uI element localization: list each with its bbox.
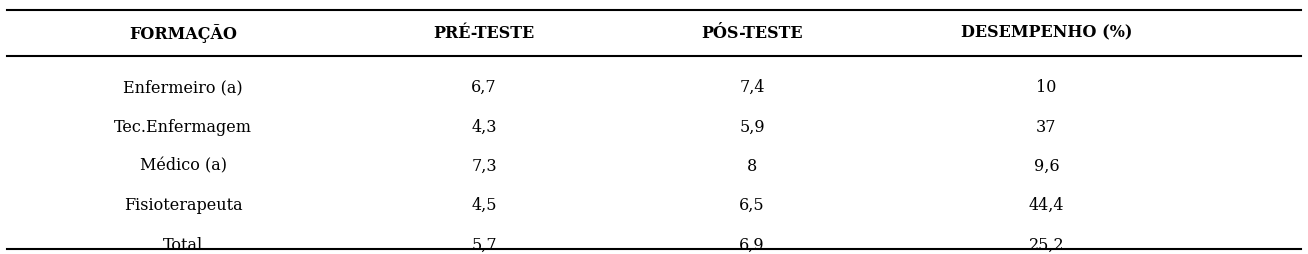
Text: 6,7: 6,7 bbox=[471, 79, 497, 96]
Text: 10: 10 bbox=[1036, 79, 1057, 96]
Text: 44,4: 44,4 bbox=[1028, 197, 1065, 214]
Text: 4,5: 4,5 bbox=[471, 197, 497, 214]
Text: Fisioterapeuta: Fisioterapeuta bbox=[124, 197, 242, 214]
Text: 5,9: 5,9 bbox=[739, 119, 765, 135]
Text: 6,5: 6,5 bbox=[739, 197, 765, 214]
Text: FORMAÇÃO: FORMAÇÃO bbox=[129, 24, 237, 42]
Text: DESEMPENHO (%): DESEMPENHO (%) bbox=[960, 25, 1133, 41]
Text: 7,4: 7,4 bbox=[739, 79, 765, 96]
Text: Enfermeiro (a): Enfermeiro (a) bbox=[123, 79, 243, 96]
Text: 6,9: 6,9 bbox=[739, 237, 765, 253]
Text: Tec.Enfermagem: Tec.Enfermagem bbox=[114, 119, 252, 135]
Text: PÓS-TESTE: PÓS-TESTE bbox=[701, 25, 803, 41]
Text: 5,7: 5,7 bbox=[471, 237, 497, 253]
Text: 7,3: 7,3 bbox=[471, 158, 497, 175]
Text: 8: 8 bbox=[747, 158, 757, 175]
Text: PRÉ-TESTE: PRÉ-TESTE bbox=[433, 25, 535, 41]
Text: 4,3: 4,3 bbox=[471, 119, 497, 135]
Text: 37: 37 bbox=[1036, 119, 1057, 135]
Text: Médico (a): Médico (a) bbox=[140, 158, 226, 175]
Text: 25,2: 25,2 bbox=[1028, 237, 1065, 253]
Text: 9,6: 9,6 bbox=[1033, 158, 1059, 175]
Text: Total: Total bbox=[164, 237, 203, 253]
